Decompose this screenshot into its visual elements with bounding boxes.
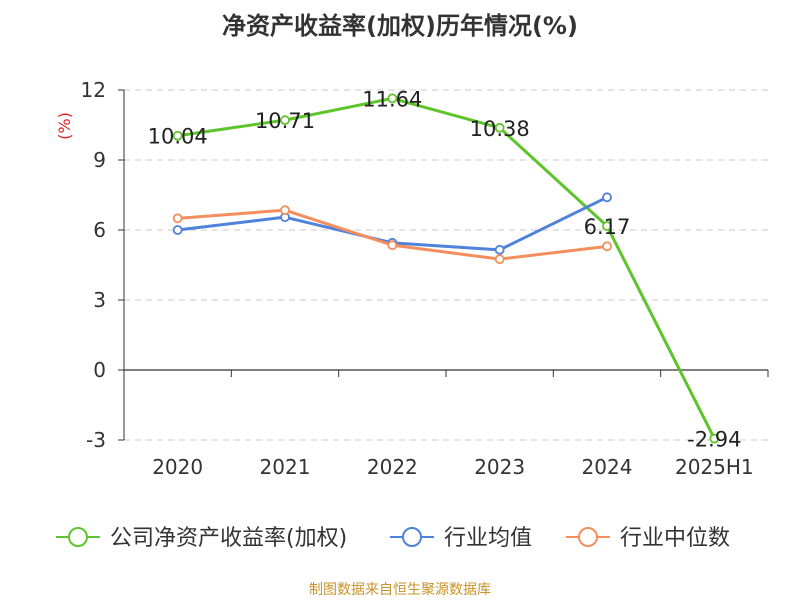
y-tick-label: 9 <box>93 148 106 172</box>
data-point <box>494 244 505 255</box>
data-point <box>602 221 612 231</box>
x-tick-label: 2024 <box>582 455 633 479</box>
series-line <box>177 208 608 261</box>
legend-marker <box>68 527 88 547</box>
data-point <box>172 225 183 235</box>
data-label: 11.64 <box>362 87 422 111</box>
x-tick-label: 2025H1 <box>675 455 754 479</box>
series-lines <box>172 93 720 444</box>
data-point <box>602 241 612 252</box>
x-tick-label: 2020 <box>152 455 203 479</box>
legend: 公司净资产收益率(加权) 行业均值 行业中位数 <box>56 526 730 551</box>
data-point <box>494 254 505 265</box>
y-tick-label: 3 <box>93 288 106 312</box>
x-tick-label: 2023 <box>474 455 525 479</box>
data-point <box>387 93 398 104</box>
data-point <box>172 213 183 224</box>
source-note: 制图数据来自恒生聚源数据库 <box>309 582 491 598</box>
data-point <box>494 122 505 133</box>
axes: 12 9 6 3 0 -3 2020 2021 2022 2023 2024 2025H1 (%) <box>55 78 769 479</box>
y-tick-label: 6 <box>93 218 106 242</box>
data-point <box>280 205 290 216</box>
x-tick-label: 2022 <box>367 455 418 479</box>
data-label: 10.38 <box>470 117 530 141</box>
y-tick-label: 12 <box>81 78 106 102</box>
y-tick-label: -3 <box>86 428 106 452</box>
data-label: 10.04 <box>148 125 208 149</box>
data-point <box>280 115 290 125</box>
data-point <box>172 130 183 141</box>
legend-label: 行业均值 <box>444 526 532 551</box>
legend-marker <box>402 527 422 547</box>
data-point <box>709 433 720 444</box>
data-labels: 10.04 10.71 11.64 10.38 6.17 -2.94 <box>148 87 742 451</box>
data-label: 10.71 <box>255 109 315 133</box>
y-axis-label: (%) <box>55 112 74 140</box>
series-line <box>177 96 716 440</box>
legend-label: 公司净资产收益率(加权) <box>110 526 347 551</box>
y-tick-label: 0 <box>93 358 106 382</box>
chart-title: 净资产收益率(加权)历年情况(%) <box>222 12 578 40</box>
legend-label: 行业中位数 <box>620 526 730 551</box>
data-label: 6.17 <box>584 215 631 239</box>
data-label: -2.94 <box>687 428 741 452</box>
data-point <box>387 240 398 251</box>
x-tick-label: 2021 <box>260 455 311 479</box>
grid-lines <box>124 89 768 441</box>
legend-marker <box>578 527 598 547</box>
data-point <box>602 192 612 203</box>
